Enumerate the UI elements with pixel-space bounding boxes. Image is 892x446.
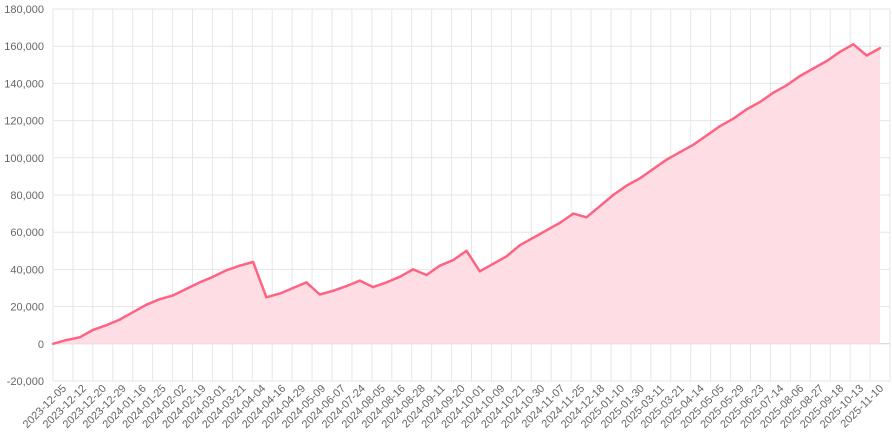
- y-tick-label: 40,000: [10, 264, 44, 276]
- data-point: [545, 229, 548, 232]
- data-point: [238, 264, 241, 267]
- data-point: [625, 184, 628, 187]
- series-area: [53, 44, 880, 344]
- data-point: [598, 205, 602, 208]
- data-point: [118, 318, 121, 321]
- y-tick-label: 160,000: [4, 41, 44, 53]
- data-point: [371, 285, 375, 289]
- data-point: [452, 258, 455, 262]
- y-axis: -20,000 0 20,000 40,000 60,000 80,000 100,000 1…: [4, 4, 44, 388]
- data-point: [265, 296, 268, 299]
- data-point: [785, 84, 788, 87]
- data-point: [131, 311, 135, 314]
- data-point: [812, 67, 815, 70]
- data-point: [278, 292, 281, 295]
- data-point: [211, 275, 215, 278]
- data-point: [878, 46, 882, 50]
- data-point: [411, 268, 415, 271]
- data-point: [665, 158, 668, 161]
- data-point: [318, 293, 321, 296]
- data-point: [572, 212, 575, 215]
- data-point: [492, 262, 495, 265]
- data-point: [145, 303, 148, 306]
- data-point: [345, 284, 348, 288]
- data-point: [158, 298, 161, 301]
- data-point: [251, 260, 255, 264]
- y-tick-label: 80,000: [10, 190, 44, 202]
- y-tick-label: 20,000: [10, 302, 44, 314]
- data-point: [51, 342, 55, 345]
- data-point: [198, 281, 201, 284]
- data-point: [425, 273, 428, 277]
- data-point: [518, 244, 522, 247]
- data-point: [78, 336, 81, 339]
- data-point: [678, 151, 682, 154]
- data-point: [225, 269, 228, 272]
- data-point: [532, 236, 535, 239]
- data-point: [185, 287, 188, 291]
- data-point: [105, 324, 108, 327]
- data-point: [652, 167, 655, 171]
- x-axis: 2023-12-052023-12-122023-12-202023-12-29…: [21, 383, 886, 431]
- y-tick-label: 120,000: [4, 116, 44, 128]
- data-point: [585, 216, 588, 219]
- data-point: [718, 125, 722, 128]
- data-point: [478, 270, 481, 273]
- y-tick-label: 180,000: [4, 4, 44, 16]
- y-tick-label: 140,000: [4, 78, 44, 90]
- data-point: [772, 91, 775, 94]
- data-point: [291, 286, 295, 290]
- data-point: [505, 255, 508, 258]
- data-point: [385, 281, 388, 284]
- area-layer: [53, 44, 880, 344]
- data-point: [865, 54, 868, 57]
- data-point: [798, 74, 802, 78]
- data-point: [305, 281, 308, 284]
- data-point: [758, 100, 762, 104]
- data-point: [692, 143, 695, 146]
- y-tick-label: 60,000: [10, 227, 44, 239]
- y-tick-label: 100,000: [4, 153, 44, 165]
- data-point: [638, 177, 642, 180]
- data-point: [358, 279, 361, 282]
- data-point: [331, 289, 335, 292]
- data-point: [705, 134, 708, 137]
- y-tick-label: -20,000: [7, 376, 44, 388]
- data-point: [465, 249, 468, 252]
- data-point: [398, 275, 401, 278]
- data-point: [838, 50, 842, 53]
- line-layer: [51, 43, 882, 346]
- data-point: [91, 328, 95, 332]
- data-point: [438, 264, 441, 267]
- data-point: [745, 108, 748, 111]
- data-point: [732, 117, 735, 120]
- data-point: [171, 294, 175, 297]
- data-point: [558, 221, 562, 225]
- y-tick-label: 0: [38, 339, 44, 351]
- data-point: [825, 59, 828, 63]
- data-point: [852, 43, 855, 46]
- data-point: [65, 338, 68, 342]
- data-point: [612, 193, 615, 197]
